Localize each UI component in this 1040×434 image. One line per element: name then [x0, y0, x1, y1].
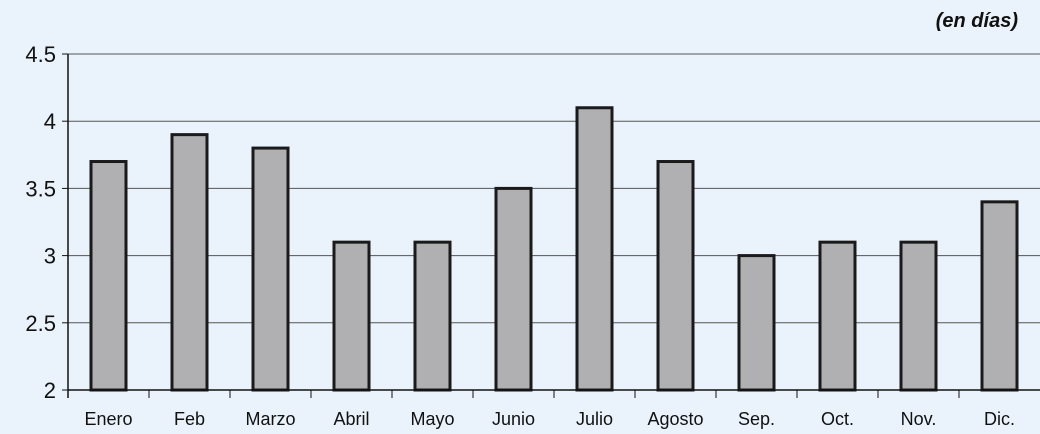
- bar-abril: [332, 240, 371, 392]
- y-tick-label: 3: [44, 244, 56, 269]
- y-tick-label: 2.5: [25, 311, 56, 336]
- x-tick-label: Agosto: [647, 409, 703, 429]
- bars: [89, 106, 1019, 392]
- x-tick-label: Marzo: [245, 409, 295, 429]
- y-tick-label: 3.5: [25, 176, 56, 201]
- x-tick-label: Junio: [492, 409, 535, 429]
- x-tick-label: Julio: [576, 409, 613, 429]
- y-tick-label: 2: [44, 378, 56, 403]
- y-tick-label: 4: [44, 109, 56, 134]
- x-axis-ticks: Enero Feb Marzo Abril Mayo Junio Julio Agosto Se…: [84, 390, 1015, 429]
- x-tick-label: Nov.: [901, 409, 937, 429]
- x-tick-label: Dic.: [984, 409, 1015, 429]
- x-tick-label: Enero: [84, 409, 132, 429]
- bar-julio: [575, 106, 614, 392]
- x-tick-label: Feb: [174, 409, 205, 429]
- y-tick-label: 4.5: [25, 42, 56, 67]
- bar-feb: [170, 133, 209, 392]
- x-tick-label: Sep.: [738, 409, 775, 429]
- bar-dic: [980, 200, 1019, 392]
- bar-oct: [818, 240, 857, 392]
- x-tick-label: Abril: [333, 409, 369, 429]
- bar-nov: [899, 240, 938, 392]
- unit-label: (en días): [935, 10, 1018, 32]
- x-tick-label: Oct.: [821, 409, 854, 429]
- gridlines: [68, 53, 1040, 324]
- bar-junio: [494, 186, 533, 392]
- bar-mayo: [413, 240, 452, 392]
- bar-sep: [737, 254, 776, 392]
- bar-agosto: [656, 160, 695, 392]
- y-axis-ticks: 2 2.5 3 3.5 4 4.5: [25, 42, 68, 403]
- bar-marzo: [251, 146, 290, 392]
- x-tick-label: Mayo: [410, 409, 454, 429]
- bar-enero: [89, 160, 128, 392]
